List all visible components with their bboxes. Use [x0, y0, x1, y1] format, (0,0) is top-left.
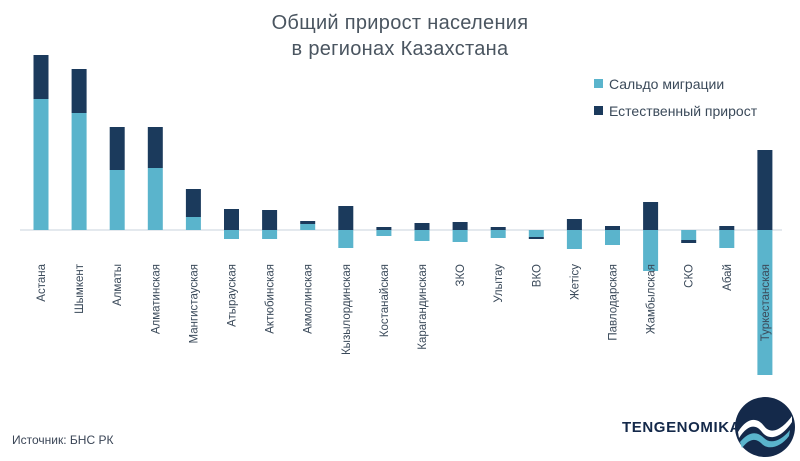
category-label-6: Актюбинская	[265, 264, 277, 334]
category-label-11: ЗКО	[455, 264, 467, 287]
category-label-17: СКО	[684, 264, 696, 288]
category-label-1: Шымкент	[74, 263, 86, 314]
category-label-13: ВКО	[531, 264, 543, 287]
legend-item-migration: Сальдо миграции	[594, 76, 724, 92]
bar-natural-15	[605, 226, 620, 230]
bar-migration-16	[643, 230, 659, 271]
category-label-2: Алматы	[112, 264, 124, 306]
category-label-18: Абай	[722, 264, 734, 291]
legend-swatch-migration	[594, 79, 603, 88]
category-label-14: Жетiсу	[569, 264, 581, 300]
legend-item-natural: Естественный прирост	[594, 103, 757, 119]
bar-migration-4	[185, 217, 201, 230]
bar-migration-0	[33, 99, 49, 230]
bar-migration-14	[566, 230, 582, 249]
bar-migration-12	[490, 230, 506, 238]
bar-natural-18	[719, 226, 735, 230]
bar-migration-1	[71, 113, 87, 230]
bar-natural-4	[185, 189, 201, 217]
bar-natural-3	[147, 127, 163, 168]
bar-migration-3	[147, 168, 163, 230]
category-label-16: Жамбылская	[646, 264, 658, 334]
bar-natural-0	[33, 55, 49, 99]
bar-migration-5	[224, 230, 239, 239]
bar-natural-5	[224, 209, 239, 230]
bar-natural-6	[262, 210, 278, 230]
category-label-9: Костанайская	[379, 264, 391, 337]
category-label-5: Атырауская	[227, 264, 239, 327]
bar-natural-2	[109, 127, 125, 170]
bar-natural-10	[414, 223, 430, 230]
category-label-15: Павлодарская	[608, 264, 620, 341]
bar-natural-9	[376, 227, 392, 230]
bar-natural-13	[528, 237, 544, 239]
bar-natural-16	[643, 202, 659, 230]
bar-migration-19	[757, 230, 773, 375]
bar-migration-6	[262, 230, 278, 239]
bar-chart: Астана Шымкент Алматы Алматинская Мангистаус…	[20, 55, 782, 375]
source-note: Источник: БНС РК	[12, 433, 114, 447]
bar-natural-8	[338, 206, 354, 230]
legend-label-migration: Сальдо миграции	[609, 76, 725, 92]
category-label-3: Алматинская	[150, 264, 162, 334]
bar-migration-17	[681, 230, 697, 240]
category-label-12: Улытау	[493, 264, 505, 303]
chart-title-line2: в регионах Казахстана	[291, 38, 509, 60]
bar-migration-7	[300, 224, 316, 230]
category-label-19: Туркестанская	[760, 264, 772, 341]
bar-migration-15	[605, 230, 620, 245]
bar-natural-19	[757, 150, 773, 230]
category-label-10: Карагандинская	[417, 264, 429, 350]
legend-swatch-natural	[594, 106, 603, 115]
chart-title-line1: Общий прирост населения	[271, 12, 529, 34]
bar-migration-2	[109, 170, 125, 230]
bar-migration-18	[719, 230, 735, 248]
bar-natural-12	[490, 227, 506, 230]
bar-natural-1	[71, 69, 87, 113]
brand-name: TENGENOMIKA	[622, 419, 742, 436]
category-label-7: Акмолинская	[303, 264, 315, 334]
category-label-4: Мангистауская	[188, 264, 200, 344]
bar-migration-8	[338, 230, 354, 248]
bar-natural-14	[566, 219, 582, 230]
tengenomika-logo-icon	[735, 397, 795, 457]
bar-migration-9	[376, 230, 392, 236]
bar-natural-11	[452, 222, 468, 230]
bar-migration-11	[452, 230, 468, 242]
bar-natural-17	[681, 240, 697, 243]
legend-label-natural: Естественный прирост	[609, 103, 758, 119]
bar-natural-7	[300, 221, 316, 224]
category-label-0: Астана	[36, 263, 48, 301]
category-label-8: Кызылординская	[341, 264, 353, 355]
bar-migration-10	[414, 230, 430, 241]
bar-migration-13	[528, 230, 544, 237]
